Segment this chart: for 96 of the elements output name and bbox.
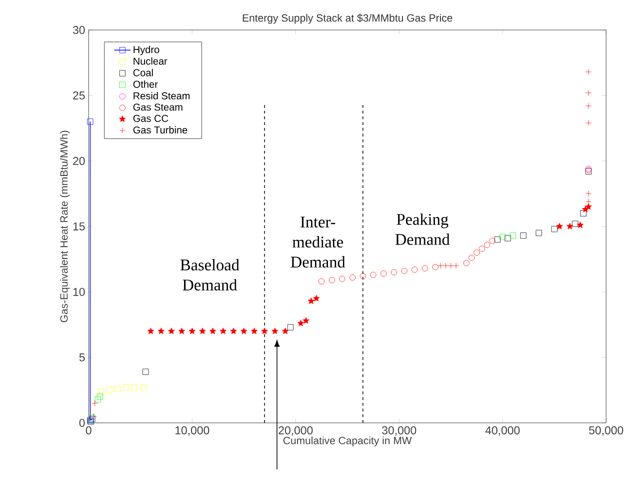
point [484,242,490,248]
point [585,90,592,96]
point [168,328,175,334]
point [297,320,304,326]
point [370,272,376,278]
chart-title: Entergy Supply Stack at $3/MMbtu Gas Price [242,14,452,24]
x-axis-title: Cumulative Capacity in MW [283,436,412,446]
point [287,324,294,330]
point [468,254,475,262]
y-tick-label: 30 [72,26,85,34]
legend-label: Hydro [134,46,160,56]
point [199,328,206,334]
point [158,328,164,334]
point [510,232,516,239]
point [478,246,485,252]
point [463,260,470,266]
point [114,386,121,392]
point [572,220,578,228]
point [580,210,586,217]
point [500,234,506,240]
point [188,328,196,334]
legend-label: Gas Steam [133,104,182,111]
annotation: Inter- mediate Demand [290,216,346,268]
point [318,278,325,285]
point [87,118,94,125]
y-tick-label: 20 [73,157,85,166]
y-tick-label: 0 [79,418,85,428]
point [220,328,227,334]
x-tick-label: 10,000 [175,426,210,436]
x-tick-label: 30,000 [382,426,416,436]
y-tick-label: 10 [73,288,85,296]
point [412,266,418,273]
y-tick-label: 5 [79,354,85,362]
point [551,226,558,232]
point [442,262,449,269]
point [494,236,500,243]
point [566,223,574,230]
point [131,384,138,391]
x-tick-label: 20,000 [278,426,313,436]
point [142,368,149,376]
point [178,328,186,334]
point [94,396,101,403]
point [585,198,592,205]
point [585,103,592,110]
point [122,384,129,391]
point [250,328,258,334]
point [328,277,335,284]
point [585,120,592,126]
point [349,274,356,281]
point [401,268,408,274]
point [448,262,454,269]
x-tick-label: 40,000 [485,426,520,436]
point [452,262,460,269]
point [339,276,346,282]
legend-label: Coal [133,69,153,76]
point [585,68,592,76]
legend-label: Other [133,80,158,88]
point [489,238,496,244]
legend-label: Gas Turbine [133,126,188,134]
annotation: Baseload Demand [180,259,240,291]
point [230,328,237,334]
legend-label: Resid Steam [134,92,190,100]
point [585,203,592,210]
x-tick-label: 0 [86,426,92,435]
y-tick-label: 15 [73,222,85,231]
point [106,387,112,394]
point [98,388,104,395]
point [380,270,387,277]
point [585,190,592,197]
point [240,328,248,334]
point [556,223,563,230]
point [147,328,154,334]
point [474,250,480,256]
point [308,298,315,304]
point [520,232,526,239]
annotation: Peaking Demand [395,214,450,246]
point [302,317,310,324]
point [536,230,542,236]
point [504,235,511,242]
point [576,222,584,228]
point [312,295,320,302]
x-tick-label: 50,000 [589,426,624,436]
point [209,328,216,334]
point [261,328,268,334]
point [282,328,289,334]
point [390,269,397,276]
point [272,328,278,334]
point [140,384,147,391]
point [360,273,366,280]
legend-label: Nuclear [134,58,168,65]
legend-label: Gas CC [133,115,168,122]
point [422,265,428,272]
point [92,400,98,406]
point [96,394,104,400]
y-axis-title: Gas-Equivalent Heat Rate (mmBtu/MWh) [60,130,70,322]
y-tick-label: 25 [73,92,85,100]
